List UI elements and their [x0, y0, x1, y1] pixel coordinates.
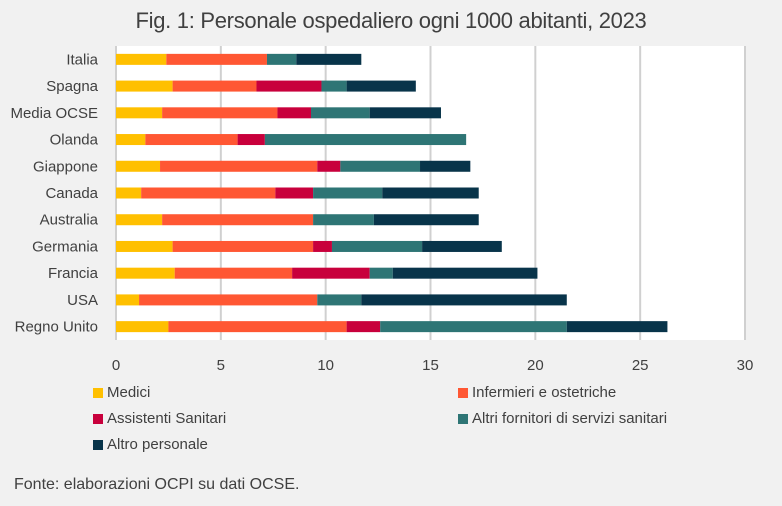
bar-segment	[116, 240, 173, 252]
x-tick-label: 15	[422, 357, 439, 374]
bar-segment	[116, 321, 169, 333]
legend-swatch	[93, 439, 103, 450]
x-tick-label: 25	[632, 357, 649, 374]
category-label: Canada	[45, 185, 98, 202]
bar-segment	[392, 267, 538, 279]
bar-segment	[172, 80, 257, 92]
bar-segment	[566, 321, 668, 333]
bar-segment	[331, 240, 423, 252]
category-label: Germania	[32, 238, 99, 255]
category-label: Spagna	[46, 78, 98, 95]
bar-segment	[382, 187, 479, 199]
legend-item: Altri fornitori di servizi sanitari	[458, 410, 667, 427]
bars	[116, 53, 668, 333]
bar-segment	[277, 107, 311, 119]
bar-segment	[116, 107, 163, 119]
bar-segment	[174, 267, 293, 279]
source-note: Fonte: elaborazioni OCPI su dati OCSE.	[14, 476, 300, 493]
bar-segment	[313, 240, 332, 252]
legend-label: Altri fornitori di servizi sanitari	[472, 410, 668, 427]
bar-segment	[141, 187, 276, 199]
x-tick-label: 20	[527, 357, 544, 374]
category-label: USA	[67, 292, 98, 309]
bar-segment	[340, 160, 421, 172]
bar-segment	[310, 107, 370, 119]
category-label: Francia	[48, 265, 99, 282]
legend-item: Infermieri e ostetriche	[458, 384, 616, 401]
legend-label: Altro personale	[107, 436, 208, 453]
bar-segment	[292, 267, 370, 279]
bar-segment	[266, 53, 297, 65]
bar-segment	[160, 160, 318, 172]
x-tick-label: 10	[317, 357, 334, 374]
bar-segment	[369, 267, 393, 279]
bar-segment	[361, 294, 567, 306]
bar-segment	[373, 214, 479, 226]
bar-segment	[275, 187, 314, 199]
bar-segment	[166, 53, 267, 65]
bar-segment	[116, 214, 163, 226]
bar-segment	[256, 80, 322, 92]
bar-segment	[313, 214, 374, 226]
bar-segment	[264, 134, 467, 146]
legend-swatch	[93, 413, 103, 424]
x-tick-label: 0	[112, 357, 120, 374]
bar-segment	[237, 134, 265, 146]
bar-segment	[162, 107, 278, 119]
legend-label: Assistenti Sanitari	[107, 410, 227, 427]
bar-segment	[380, 321, 567, 333]
category-labels: Italia Spagna Media OCSE Olanda Giappone Cana…	[10, 51, 98, 335]
category-label: Italia	[66, 51, 98, 68]
bar-segment	[369, 107, 441, 119]
x-tick-labels: 0 5 10 15 20 25 30	[112, 357, 754, 374]
legend-swatch	[458, 413, 468, 424]
legend-label: Infermieri e ostetriche	[472, 384, 617, 401]
chart-title: Fig. 1: Personale ospedaliero ogni 1000 …	[135, 8, 647, 33]
bar-segment	[317, 294, 362, 306]
bar-segment	[313, 187, 383, 199]
bar-segment	[346, 80, 416, 92]
bar-segment	[420, 160, 471, 172]
x-tick-label: 5	[217, 357, 225, 374]
bar-segment	[116, 53, 167, 65]
bar-segment	[116, 80, 173, 92]
category-label: Olanda	[50, 132, 99, 149]
x-tick-label: 30	[737, 357, 754, 374]
bar-segment	[172, 240, 314, 252]
category-label: Media OCSE	[10, 105, 98, 122]
bar-segment	[145, 134, 238, 146]
legend-label: Medici	[107, 384, 151, 401]
bar-segment	[116, 267, 175, 279]
bar-segment	[162, 214, 314, 226]
bar-segment	[346, 321, 381, 333]
bar-segment	[116, 187, 142, 199]
bar-segment	[296, 53, 362, 65]
legend-swatch	[458, 387, 468, 398]
bar-segment	[116, 294, 140, 306]
bar-segment	[139, 294, 318, 306]
category-label: Australia	[40, 212, 99, 229]
category-label: Regno Unito	[15, 319, 98, 336]
legend-item: Assistenti Sanitari	[93, 410, 226, 427]
bar-segment	[116, 160, 161, 172]
bar-segment	[168, 321, 347, 333]
legend-item: Altro personale	[93, 436, 208, 453]
legend-swatch	[93, 387, 103, 398]
bar-segment	[116, 134, 146, 146]
legend-item: Medici	[93, 384, 150, 401]
bar-segment	[422, 240, 502, 252]
category-label: Giappone	[33, 158, 98, 175]
bar-segment	[321, 80, 347, 92]
bar-segment	[317, 160, 341, 172]
